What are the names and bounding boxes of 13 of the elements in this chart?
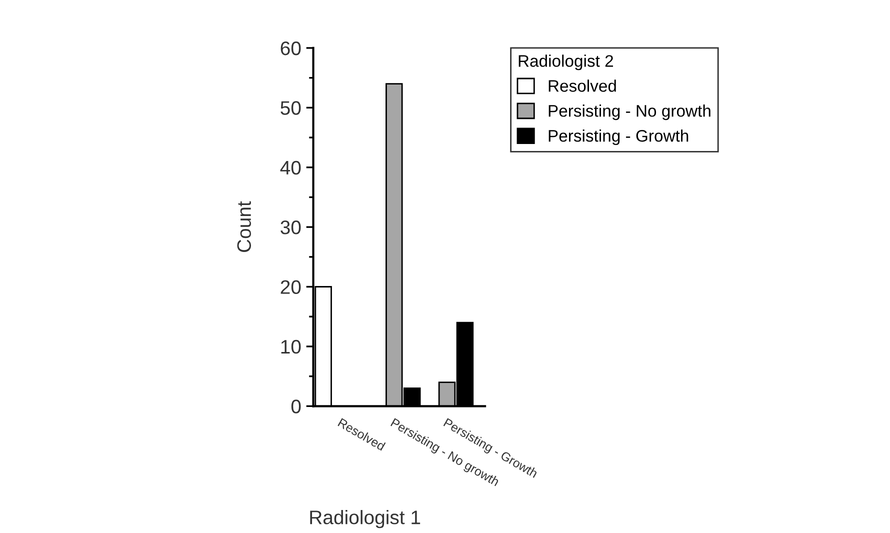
y-tick-label: 10 [281,340,301,354]
y-tick-label: 50 [280,101,301,115]
legend-title: Radiologist 2 [518,54,613,70]
y-tick-label: 60 [280,41,301,56]
y-tick-label: 20 [280,280,301,294]
legend-label: Persisting - No growth [548,104,710,120]
legend-label: Persisting - Growth [548,130,688,146]
x-axis-title: Radiologist 1 [310,510,420,528]
y-axis-title: Count [237,201,252,252]
y-tick-label: 40 [280,160,301,175]
y-tick-label: 30 [280,220,301,234]
y-tick-label: 0 [291,400,301,414]
legend-label: Resolved [548,80,616,92]
